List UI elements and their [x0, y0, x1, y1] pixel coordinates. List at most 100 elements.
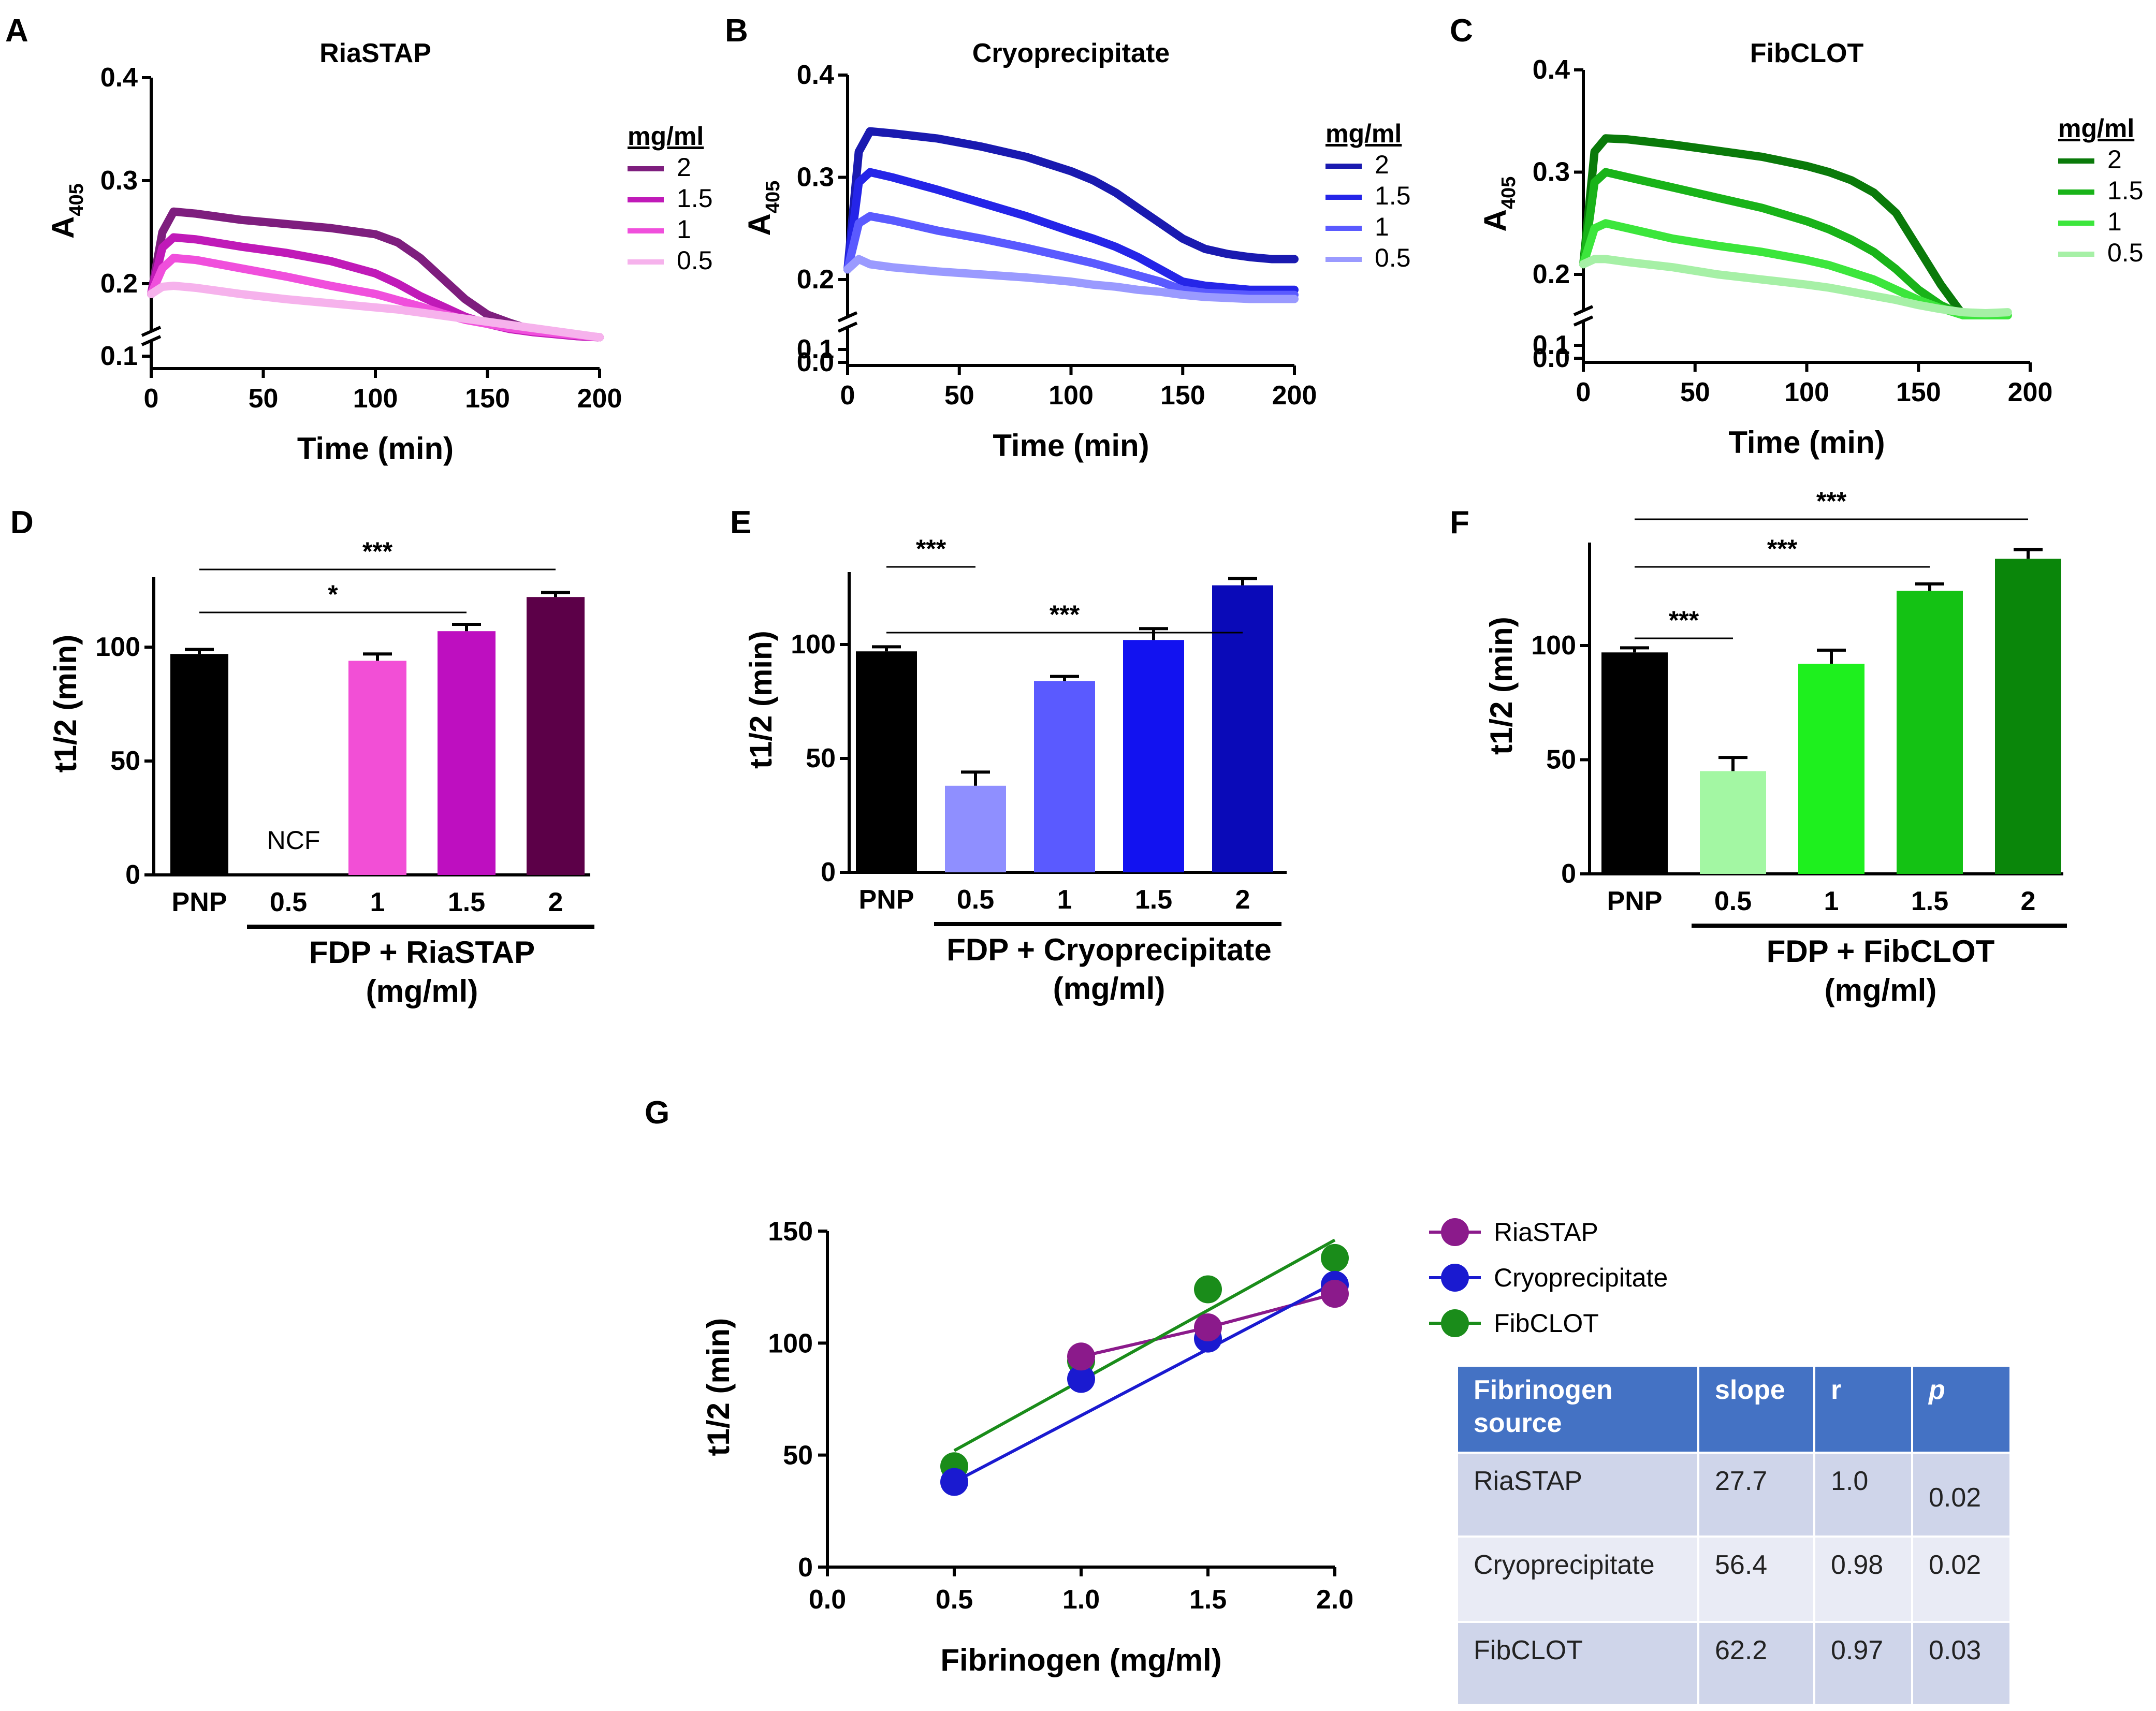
x-tick-label-d: 1: [370, 887, 385, 917]
panel-label-e: E: [730, 505, 751, 540]
series-line-b-3: [843, 255, 1299, 303]
y-tick-label-b: 0.2: [797, 265, 834, 295]
table-cell-text: RiaSTAP: [1474, 1466, 1582, 1496]
y-axis-title-a: A405: [46, 183, 88, 239]
axis-break-c: [1573, 305, 1594, 327]
y-axis-title-main-b: A: [742, 213, 777, 236]
y-tick-label-f: 50: [1546, 745, 1576, 775]
y-axis-title-sub-c: 405: [1498, 177, 1520, 209]
x-axis-title-b: Time (min): [993, 428, 1149, 463]
table-cell-text: 0.97: [1831, 1635, 1883, 1665]
panel-label-a: A: [5, 13, 28, 49]
x-tick-label-b: 50: [944, 381, 974, 411]
legend-label-c-1: 1.5: [2107, 176, 2144, 205]
x-tick-label-a: 150: [465, 384, 510, 414]
x-tick-label-e: PNP: [859, 885, 914, 915]
table-header-3: p: [1928, 1375, 1945, 1405]
x-axis-title-c: Time (min): [1728, 425, 1885, 460]
panel-label-b: B: [725, 13, 748, 49]
table-header-2: r: [1831, 1375, 1841, 1405]
table-cell: [1913, 1367, 2009, 1452]
y-axis-title-sub-b: 405: [762, 181, 784, 213]
y-tick-label-d: 0: [125, 860, 140, 890]
table-cell: [1815, 1538, 1911, 1621]
x-tick-label-c: 150: [1896, 377, 1941, 407]
y-tick-label-g: 150: [768, 1217, 813, 1247]
x-tick-label-g: 0.0: [809, 1585, 846, 1615]
x-group-units-e: (mg/ml): [1053, 971, 1166, 1006]
legend-label-g-0: RiaSTAP: [1494, 1218, 1598, 1247]
y-tick-label-b: 0.4: [797, 60, 834, 90]
table-cell: [1699, 1538, 1813, 1621]
x-tick-label-c: 200: [2008, 377, 2053, 407]
y-tick-label-c: 0.1: [1533, 330, 1570, 360]
legend-title-b: mg/ml: [1325, 119, 1402, 148]
legend-label-b-0: 2: [1375, 150, 1389, 179]
x-tick-label-a: 50: [249, 384, 279, 414]
legend-marker-g-0: [1441, 1218, 1469, 1246]
table-cell: [1815, 1623, 1911, 1704]
y-tick-label-b: 0.0: [797, 347, 834, 377]
scatter-point-g-2: [1321, 1244, 1349, 1272]
bar-e-1: [945, 785, 1006, 872]
y-tick-label-g: 100: [768, 1328, 813, 1358]
table-cell-text: 1.0: [1831, 1466, 1868, 1496]
x-tick-label-c: 50: [1680, 377, 1710, 407]
x-tick-label-f: PNP: [1607, 886, 1663, 916]
legend-label-c-2: 1: [2107, 207, 2122, 236]
legend-label-c-3: 0.5: [2107, 238, 2144, 267]
bar-d-3: [438, 631, 496, 875]
panel-label-c: C: [1450, 13, 1473, 49]
y-axis-title-main-e: t1/2 (min): [744, 631, 778, 769]
x-tick-label-f: 1.5: [1911, 886, 1948, 916]
legend-title-c: mg/ml: [2058, 114, 2134, 143]
y-axis-title-sub-a: 405: [66, 183, 88, 216]
bar-e-2: [1034, 681, 1095, 872]
y-tick-label-c: 0.3: [1533, 157, 1570, 187]
legend-label-c-0: 2: [2107, 145, 2122, 174]
fit-line-g-1: [953, 1281, 1336, 1484]
table-cell: [1913, 1623, 2009, 1704]
table-cell: [1458, 1623, 1697, 1704]
x-tick-label-g: 1.0: [1062, 1585, 1100, 1615]
bar-d-4: [527, 597, 585, 875]
y-axis-title-d: t1/2 (min): [48, 635, 83, 773]
x-tick-label-g: 2.0: [1316, 1585, 1353, 1615]
error-bar-f-3: [1915, 582, 1944, 591]
error-bar-f-2: [1817, 648, 1846, 664]
y-axis-title-main-d: t1/2 (min): [48, 635, 83, 773]
panel-label-d: D: [10, 505, 34, 540]
legend-label-b-2: 1: [1375, 212, 1389, 241]
x-tick-label-g: 0.5: [936, 1585, 973, 1615]
x-axis-title-a: Time (min): [297, 431, 454, 466]
table-cell-text: 56.4: [1715, 1550, 1767, 1580]
legend-label-a-3: 0.5: [677, 246, 713, 275]
table-cell: [1699, 1454, 1813, 1535]
error-bar-d-2: [363, 652, 392, 661]
scatter-point-g-1: [940, 1468, 968, 1496]
sig-label-f-2: ***: [1816, 487, 1847, 516]
y-tick-label-f: 100: [1531, 631, 1576, 661]
table-header-source-line2: source: [1474, 1408, 1562, 1438]
y-axis-title-f: t1/2 (min): [1484, 617, 1519, 755]
x-tick-label-c: 100: [1784, 377, 1829, 407]
x-tick-label-d: 1.5: [448, 887, 485, 917]
legend-label-a-0: 2: [677, 153, 691, 182]
y-tick-label-c: 0.2: [1533, 259, 1570, 289]
series-line-c-3: [1579, 255, 2012, 317]
table-header-source-line1: Fibrinogen: [1474, 1375, 1613, 1405]
table-header-source: Fibrinogen source: [1474, 1375, 1613, 1438]
table-header-1: slope: [1715, 1375, 1785, 1405]
x-tick-label-b: 0: [840, 381, 855, 411]
y-tick-label-e: 0: [821, 857, 836, 887]
table-cell-text: 0.03: [1929, 1635, 1981, 1665]
x-tick-label-c: 0: [1576, 377, 1591, 407]
axis-break-b: [837, 311, 858, 333]
series-line-b-1: [843, 168, 1299, 294]
y-axis-title-main-g: t1/2 (min): [701, 1318, 736, 1456]
y-tick-label-a: 0.2: [100, 269, 138, 299]
x-group-title-f: FDP + FibCLOT: [1767, 934, 1995, 969]
series-line-c-2: [1579, 219, 2012, 319]
x-tick-label-d: PNP: [172, 887, 227, 917]
